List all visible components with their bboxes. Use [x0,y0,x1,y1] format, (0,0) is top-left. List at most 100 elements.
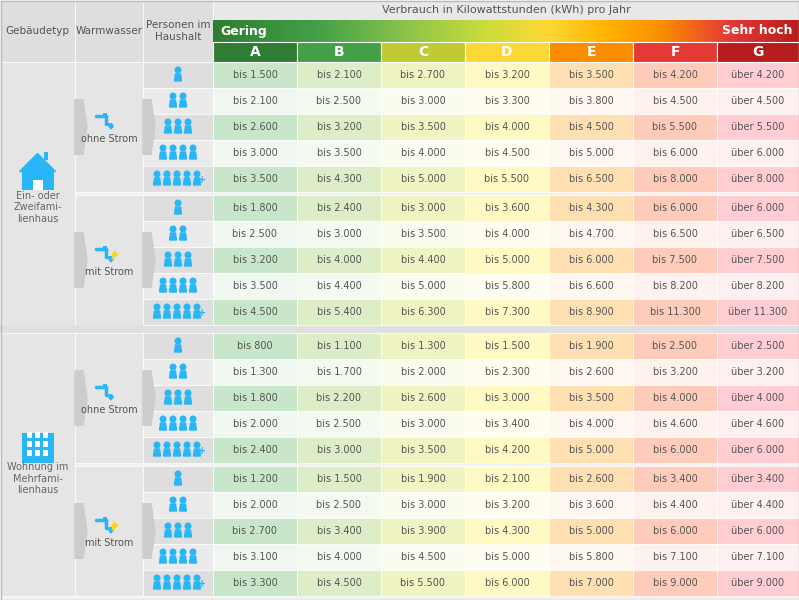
Bar [686,20,688,42]
Bar [143,411,213,437]
Bar [706,20,708,42]
Bar [615,20,618,42]
Bar [272,20,274,42]
Text: über 4.400: über 4.400 [731,500,785,510]
Polygon shape [169,233,177,240]
Bar [268,20,270,42]
Circle shape [190,145,196,151]
Bar [756,20,758,42]
Bar [727,20,729,42]
Bar [256,20,259,42]
Bar [381,544,465,570]
Text: bis 6.500: bis 6.500 [653,229,698,239]
Polygon shape [193,449,201,456]
Text: bis 3.200: bis 3.200 [653,367,698,377]
Bar [506,20,508,42]
Text: bis 4.000: bis 4.000 [400,148,445,158]
Text: bis 3.000: bis 3.000 [316,445,361,455]
Bar [381,333,465,359]
Polygon shape [112,522,118,530]
Text: bis 4.200: bis 4.200 [484,445,530,455]
Bar [604,20,606,42]
Bar [308,20,312,42]
Bar [465,544,549,570]
Circle shape [165,442,170,448]
Bar [381,166,465,192]
Polygon shape [173,449,181,456]
Circle shape [165,575,170,581]
Polygon shape [174,345,181,352]
Text: bis 1.800: bis 1.800 [233,203,277,213]
Bar [299,20,301,42]
Bar [356,20,358,42]
Bar [352,20,354,42]
Bar [350,20,352,42]
Bar [446,20,448,42]
Bar [381,437,465,463]
Bar [717,518,799,544]
Text: +: + [198,446,206,456]
Bar [431,20,435,42]
Bar [465,466,549,492]
Text: bis 1.200: bis 1.200 [233,474,277,484]
Bar [330,20,332,42]
Bar [688,20,690,42]
Bar [426,20,428,42]
Text: bis 4.000: bis 4.000 [569,419,614,429]
Bar [447,20,450,42]
Bar [412,20,415,42]
Bar [596,20,598,42]
Polygon shape [165,126,172,133]
Bar [365,20,368,42]
Bar [769,20,773,42]
Circle shape [109,528,113,532]
Bar [795,20,797,42]
Bar [455,20,458,42]
Polygon shape [109,396,113,400]
Circle shape [194,575,200,581]
Bar [717,437,799,463]
Bar [143,88,213,114]
Circle shape [185,119,191,125]
Bar [213,62,297,88]
Text: bis 5.500: bis 5.500 [653,122,698,132]
Bar [570,20,573,42]
Polygon shape [173,311,181,318]
Text: bis 4.000: bis 4.000 [485,122,530,132]
Bar [717,273,799,299]
Bar [26,440,31,446]
Bar [569,20,571,42]
Bar [618,20,620,42]
Bar [467,20,470,42]
Text: bis 2.500: bis 2.500 [233,229,277,239]
Bar [641,20,643,42]
Text: bis 3.500: bis 3.500 [400,122,445,132]
Text: +: + [198,308,206,318]
Bar [414,20,417,42]
Circle shape [181,416,186,422]
Bar [379,20,382,42]
Circle shape [175,523,181,529]
Bar [733,20,735,42]
Circle shape [185,304,190,310]
Text: bis 4.000: bis 4.000 [316,255,361,265]
Text: bis 3.500: bis 3.500 [400,229,445,239]
Bar [530,20,532,42]
Bar [549,299,633,325]
Bar [438,20,440,42]
Bar [143,0,213,62]
Text: bis 6.000: bis 6.000 [653,148,698,158]
Bar [293,20,296,42]
Bar [213,273,297,299]
Bar [760,20,762,42]
Circle shape [190,278,196,284]
Text: über 3.400: über 3.400 [731,474,785,484]
Text: bis 11.300: bis 11.300 [650,307,701,317]
Polygon shape [160,285,166,292]
Polygon shape [75,100,87,154]
Bar [297,273,381,299]
Bar [738,20,741,42]
Bar [213,544,297,570]
Bar [383,20,385,42]
Bar [785,20,788,42]
